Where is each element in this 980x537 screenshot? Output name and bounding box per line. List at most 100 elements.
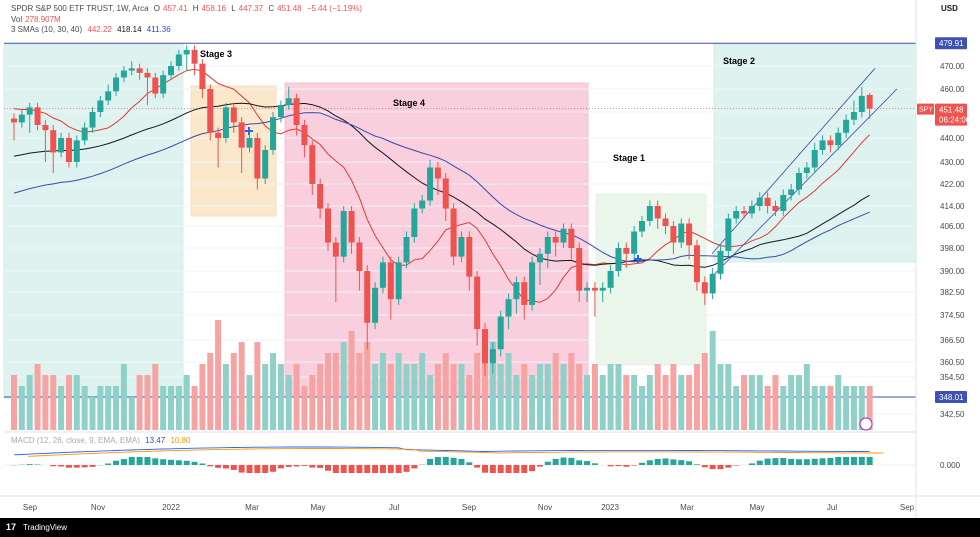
price-label-last-bg [935, 103, 967, 116]
candle-body [497, 316, 504, 350]
volume-bar [646, 375, 653, 430]
volume-bar [215, 320, 222, 430]
high-label: H [192, 4, 199, 13]
macd-value: 13.47 [145, 436, 166, 445]
price-tick-label: 374.50 [940, 311, 965, 320]
candle-body [780, 195, 787, 211]
macd-histogram-bar [309, 465, 316, 468]
macd-histogram-bar [215, 465, 222, 468]
macd-histogram-bar [65, 465, 72, 468]
volume-bar [788, 375, 795, 430]
macd-histogram-bar [113, 460, 120, 465]
macd-histogram-bar [207, 465, 214, 467]
macd-histogram-bar [427, 458, 434, 465]
candle-body [332, 242, 339, 257]
candle-body [450, 208, 457, 257]
symbol-name: SPDR S&P 500 ETF TRUST, 1W, Arca [11, 4, 149, 13]
macd-histogram-bar [317, 465, 324, 468]
price-label-high-bg [935, 37, 967, 50]
candle-body [73, 140, 80, 162]
candle-body [819, 140, 826, 150]
macd-histogram-bar [348, 465, 355, 473]
volume-bar [411, 364, 418, 430]
macd-legend: MACD (12, 26, close, 9, EMA, EMA) 13.47 … [11, 436, 193, 445]
volume-bar [356, 353, 363, 430]
macd-histogram-bar [434, 457, 441, 465]
volume-bar [850, 386, 857, 430]
candle-body [262, 150, 269, 179]
channel-lower-line [711, 88, 898, 277]
candle-body [521, 282, 528, 305]
macd-histogram-bar [693, 464, 700, 465]
price-label-high: 479.91 [939, 39, 964, 48]
volume-bar [599, 375, 606, 430]
candle-body [639, 221, 645, 232]
macd-histogram-bar [536, 465, 543, 467]
candle-body [222, 107, 229, 138]
candle-body [858, 95, 865, 112]
candle-body [709, 273, 716, 294]
lightning-icon [859, 417, 873, 431]
stage-label: Stage 2 [723, 56, 755, 66]
macd-histogram-bar [340, 465, 347, 473]
candle-body [387, 262, 394, 300]
macd-histogram-bar [364, 465, 371, 473]
volume-bar [144, 375, 151, 430]
macd-histogram-bar [623, 465, 630, 467]
candle-body [105, 91, 112, 101]
candle-body [646, 206, 653, 221]
countdown-label-bg [935, 113, 967, 126]
volume-bar [348, 331, 355, 430]
macd-histogram-bar [803, 459, 810, 465]
stage-box-left [3, 43, 184, 399]
volume-bar [317, 364, 324, 430]
candle-body [560, 228, 567, 243]
macd-histogram-bar [222, 465, 229, 469]
stage-box-1 [595, 193, 707, 366]
volume-bar [65, 375, 72, 430]
candle-body [717, 250, 724, 274]
volume-bar [678, 375, 685, 430]
candle-body [756, 197, 763, 206]
candle-body [26, 107, 33, 115]
candle-body [536, 253, 543, 263]
candle-body [811, 150, 818, 168]
candle-body [748, 206, 755, 214]
macd-tick-label: 0.000 [940, 461, 961, 470]
time-tick-label: Sep [900, 503, 915, 512]
ticker-badge-bg [917, 103, 934, 115]
macd-histogram-bar [654, 458, 661, 465]
macd-histogram-bar [175, 460, 182, 465]
macd-histogram-bar [372, 465, 379, 473]
volume-bar [34, 364, 41, 430]
volume-bar [819, 386, 826, 430]
macd-histogram-bar [607, 465, 614, 467]
close-label: C [268, 4, 275, 13]
price-tick-label: 354.50 [940, 373, 965, 382]
volume-bar [160, 386, 167, 430]
macd-histogram-bar [701, 465, 708, 468]
macd-histogram-bar [11, 465, 17, 466]
volume-bar [136, 375, 143, 430]
candle-body [725, 218, 732, 251]
macd-histogram-bar [568, 457, 575, 465]
macd-histogram-bar [819, 458, 826, 465]
volume-bar [505, 353, 512, 430]
macd-histogram-bar [521, 465, 528, 473]
volume-bar [285, 375, 292, 430]
volume-bar [843, 386, 850, 430]
macd-histogram-bar [552, 458, 559, 465]
sma3-value: 411.36 [146, 25, 171, 34]
volume-bar [631, 375, 638, 430]
volume-bar [168, 386, 174, 430]
candle-body [230, 107, 237, 123]
candle-body [411, 208, 418, 237]
macd-histogram-bar [395, 465, 402, 473]
vol-label: Vol [11, 15, 23, 24]
stage-label: Stage 1 [613, 153, 645, 163]
volume-bar [725, 364, 732, 430]
volume-bar [387, 364, 394, 430]
macd-histogram-bar [717, 465, 724, 470]
macd-histogram-bar [387, 465, 394, 473]
